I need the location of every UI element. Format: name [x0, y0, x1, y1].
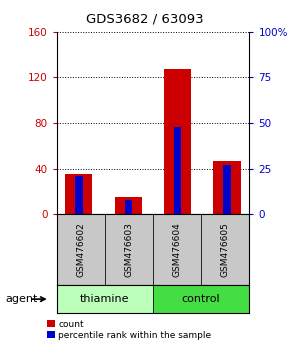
Bar: [125, 200, 132, 214]
Bar: [223, 165, 231, 214]
Bar: [75, 176, 83, 214]
Text: GSM476604: GSM476604: [173, 222, 182, 277]
Bar: [105, 214, 153, 285]
Bar: [57, 214, 105, 285]
Text: control: control: [182, 294, 220, 304]
Bar: [201, 214, 249, 285]
Text: GSM476605: GSM476605: [221, 222, 230, 277]
Bar: [174, 127, 181, 214]
Text: GDS3682 / 63093: GDS3682 / 63093: [86, 12, 204, 25]
Bar: [153, 214, 201, 285]
Bar: [164, 69, 191, 214]
Text: GSM476603: GSM476603: [124, 222, 133, 277]
Bar: [65, 174, 93, 214]
Bar: [115, 197, 142, 214]
Text: thiamine: thiamine: [80, 294, 130, 304]
Text: GSM476602: GSM476602: [76, 222, 85, 277]
Bar: [153, 285, 249, 313]
Bar: [213, 161, 241, 214]
Bar: [57, 285, 153, 313]
Legend: count, percentile rank within the sample: count, percentile rank within the sample: [47, 320, 211, 340]
Text: agent: agent: [6, 294, 38, 304]
